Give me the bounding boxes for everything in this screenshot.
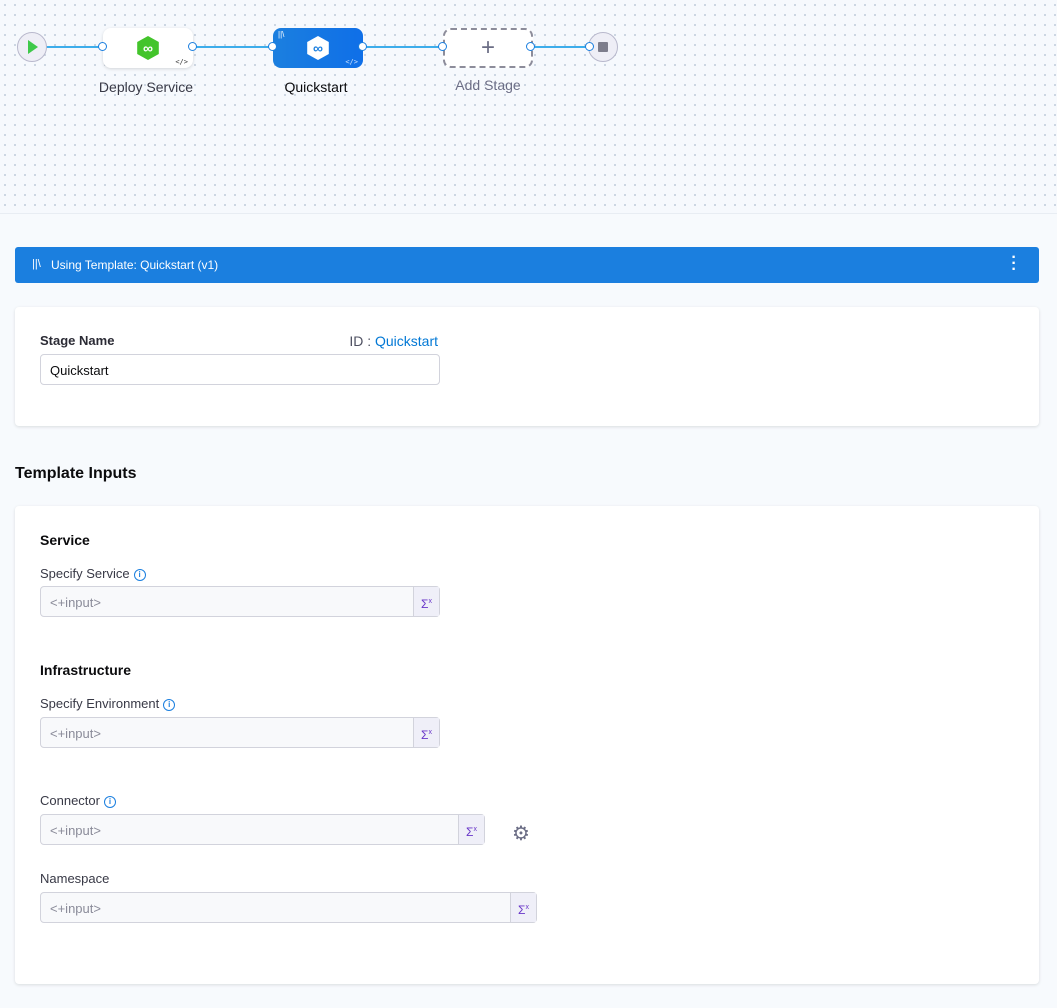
sigma: Σ <box>466 825 474 839</box>
more-options-icon[interactable]: · · · <box>1011 249 1017 278</box>
sup: x <box>428 598 432 605</box>
connector-label: Connector i <box>40 793 116 808</box>
stage-name-label: Stage Name <box>40 333 115 348</box>
banner-text: Using Template: Quickstart (v1) <box>51 258 219 272</box>
template-inputs-card: Service Specify Service i <+input> Σx Infr… <box>15 506 1039 984</box>
sigma: Σ <box>421 597 429 611</box>
code-icon: </> <box>175 58 188 66</box>
port <box>188 42 197 51</box>
template-inputs-title: Template Inputs <box>15 465 137 482</box>
label-text: Specify Environment <box>40 696 160 711</box>
input-value: <+input> <box>50 726 101 741</box>
play-icon <box>28 40 38 54</box>
infrastructure-section-title: Infrastructure <box>40 662 132 678</box>
sup: x <box>525 904 529 911</box>
service-section-title: Service <box>40 532 90 548</box>
id-value: Quickstart <box>374 333 438 349</box>
port <box>358 42 367 51</box>
stage-node-deploy-service[interactable]: ∞ </> <box>103 28 193 68</box>
stage-card: Stage Name ID : Quickstart Quickstart <box>15 307 1039 426</box>
port <box>268 42 277 51</box>
namespace-input[interactable]: <+input> Σx <box>40 892 537 923</box>
code-icon: </> <box>345 58 358 66</box>
port <box>98 42 107 51</box>
template-infinity-icon: ∞ <box>307 36 329 60</box>
sup: x <box>473 826 477 833</box>
template-icon: ||\ <box>32 258 41 270</box>
gear-icon[interactable]: ⚙ <box>512 823 530 845</box>
connector-line <box>46 46 103 48</box>
port <box>526 42 535 51</box>
stage-node-quickstart[interactable]: ||\ ∞ </> <box>273 28 363 68</box>
stage-label: Quickstart <box>284 79 348 95</box>
info-icon[interactable]: i <box>133 569 146 581</box>
pipeline-canvas: ∞ </> ||\ ∞ </> + Deploy Service Quickst… <box>0 0 1057 214</box>
add-stage-button[interactable]: + <box>443 28 533 68</box>
stop-icon <box>598 42 608 52</box>
sigma: Σ <box>518 903 526 917</box>
connector-line <box>363 46 443 48</box>
template-icon: ||\ <box>278 30 285 39</box>
label-text: Connector <box>40 793 100 808</box>
template-banner: ||\ Using Template: Quickstart (v1) · · · <box>15 247 1039 283</box>
environment-input[interactable]: <+input> Σx <box>40 717 440 748</box>
plus-icon: + <box>480 34 495 61</box>
input-value: <+input> <box>50 823 101 838</box>
expression-toggle-icon[interactable]: Σx <box>413 718 439 747</box>
connector-input[interactable]: <+input> Σx <box>40 814 485 845</box>
info-icon[interactable]: i <box>163 699 176 711</box>
stage-label: Add Stage <box>455 77 521 93</box>
expression-toggle-icon[interactable]: Σx <box>458 815 484 844</box>
port <box>438 42 447 51</box>
connector-line <box>533 46 590 48</box>
service-label: Specify Service i <box>40 566 146 581</box>
label-text: Specify Service <box>40 566 130 581</box>
expression-toggle-icon[interactable]: Σx <box>510 893 536 922</box>
sigma: Σ <box>421 728 429 742</box>
pipeline-start[interactable] <box>17 32 47 62</box>
service-input[interactable]: <+input> Σx <box>40 586 440 617</box>
expression-toggle-icon[interactable]: Σx <box>413 587 439 616</box>
info-icon[interactable]: i <box>103 796 116 808</box>
input-value: <+input> <box>50 595 101 610</box>
stage-id: ID : Quickstart <box>349 333 438 349</box>
connector-line <box>193 46 273 48</box>
namespace-label: Namespace <box>40 871 110 886</box>
environment-label: Specify Environment i <box>40 696 176 711</box>
deploy-infinity-icon: ∞ <box>137 36 159 60</box>
port <box>585 42 594 51</box>
sup: x <box>428 729 432 736</box>
stage-name-input[interactable]: Quickstart <box>40 354 440 385</box>
input-value: <+input> <box>50 901 101 916</box>
id-prefix: ID : <box>349 333 375 349</box>
stage-label: Deploy Service <box>98 79 194 95</box>
